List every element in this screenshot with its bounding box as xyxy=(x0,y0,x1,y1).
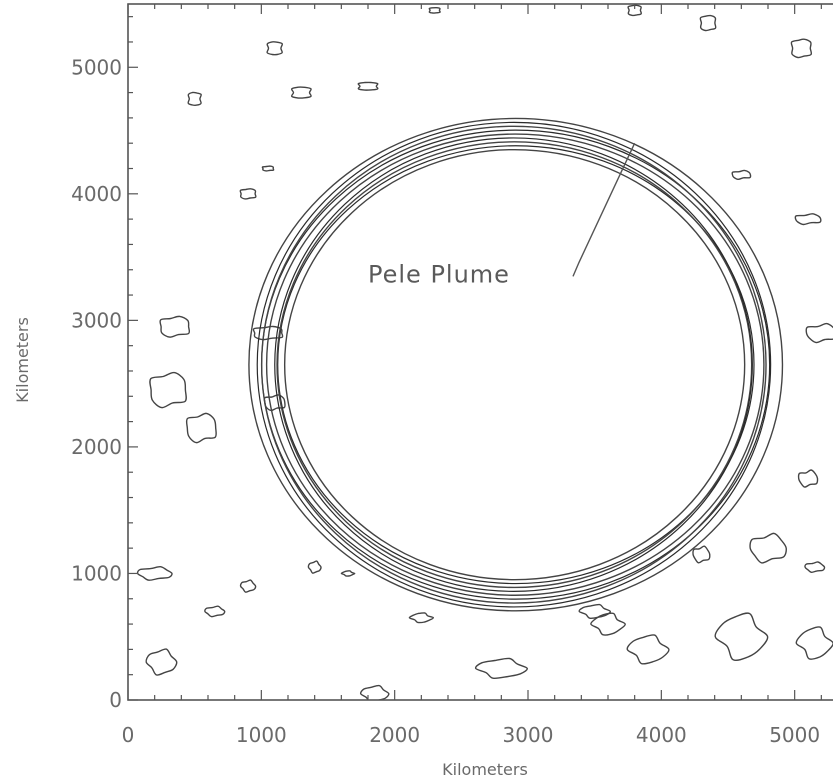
annotation-pointer xyxy=(572,142,636,277)
background-contour xyxy=(307,560,322,574)
background-contour xyxy=(714,612,769,662)
background-contour xyxy=(204,605,226,618)
x-tick-label: 0 xyxy=(122,723,135,747)
ring-contour-line xyxy=(274,137,753,592)
x-tick-label: 1000 xyxy=(236,723,287,747)
x-tick-label: 5000 xyxy=(769,723,820,747)
background-contour xyxy=(159,315,191,338)
background-contour xyxy=(290,86,312,99)
background-contour xyxy=(252,325,284,341)
x-tick-label: 3000 xyxy=(503,723,554,747)
x-tick-label: 2000 xyxy=(369,723,420,747)
background-contour xyxy=(261,165,275,172)
background-contour xyxy=(428,6,441,14)
background-contour xyxy=(340,570,356,577)
y-tick-label: 4000 xyxy=(71,182,122,206)
background-contour xyxy=(474,657,528,680)
background-contours xyxy=(136,4,833,700)
background-contour xyxy=(795,626,833,660)
background-contour xyxy=(590,612,626,636)
background-contour xyxy=(749,532,787,564)
ring-contour-line xyxy=(276,141,753,589)
background-contour xyxy=(578,603,612,620)
background-contour xyxy=(699,14,717,32)
y-tick-label: 2000 xyxy=(71,435,122,459)
ring-contour-line xyxy=(277,145,755,585)
ring-contour-line xyxy=(256,121,772,608)
background-contour xyxy=(804,561,826,574)
x-axis-ticks xyxy=(127,4,822,700)
x-axis-tick-labels: 0 1000 2000 3000 4000 5000 xyxy=(122,723,820,747)
y-tick-label: 0 xyxy=(109,688,122,712)
background-contour xyxy=(408,612,434,624)
background-contour xyxy=(266,41,284,56)
background-contour xyxy=(626,634,670,665)
background-contour xyxy=(790,38,813,59)
ring-contour-line xyxy=(260,129,771,600)
y-tick-label: 1000 xyxy=(71,561,122,585)
x-axis-title: Kilometers xyxy=(442,760,528,779)
background-contour xyxy=(145,648,178,676)
y-axis-ticks xyxy=(128,16,138,701)
plume-ring-contours xyxy=(248,117,784,612)
background-contour xyxy=(805,322,833,344)
background-contour xyxy=(239,579,257,593)
y-axis-tick-labels: 0 1000 2000 3000 4000 5000 xyxy=(71,55,122,712)
annotation-pele-plume: Pele Plume xyxy=(368,260,510,288)
ring-contour-line xyxy=(260,125,767,604)
background-contour xyxy=(731,169,752,180)
background-contour xyxy=(794,213,822,226)
background-contour xyxy=(627,4,642,17)
background-contour xyxy=(187,91,202,106)
y-axis-title: Kilometers xyxy=(13,317,32,403)
background-contour xyxy=(136,565,173,581)
y-tick-label: 3000 xyxy=(71,308,122,332)
ring-contour-line xyxy=(248,117,784,612)
x-tick-label: 4000 xyxy=(636,723,687,747)
background-contour xyxy=(239,188,257,200)
background-contour xyxy=(185,412,217,444)
ring-contour-line xyxy=(265,133,765,596)
plot-frame xyxy=(127,3,833,701)
background-contour xyxy=(357,81,379,91)
y-tick-label: 5000 xyxy=(71,55,122,79)
ring-contour-line xyxy=(283,148,746,581)
background-contour xyxy=(797,469,819,488)
background-contour xyxy=(692,545,711,564)
background-contour xyxy=(149,371,187,409)
